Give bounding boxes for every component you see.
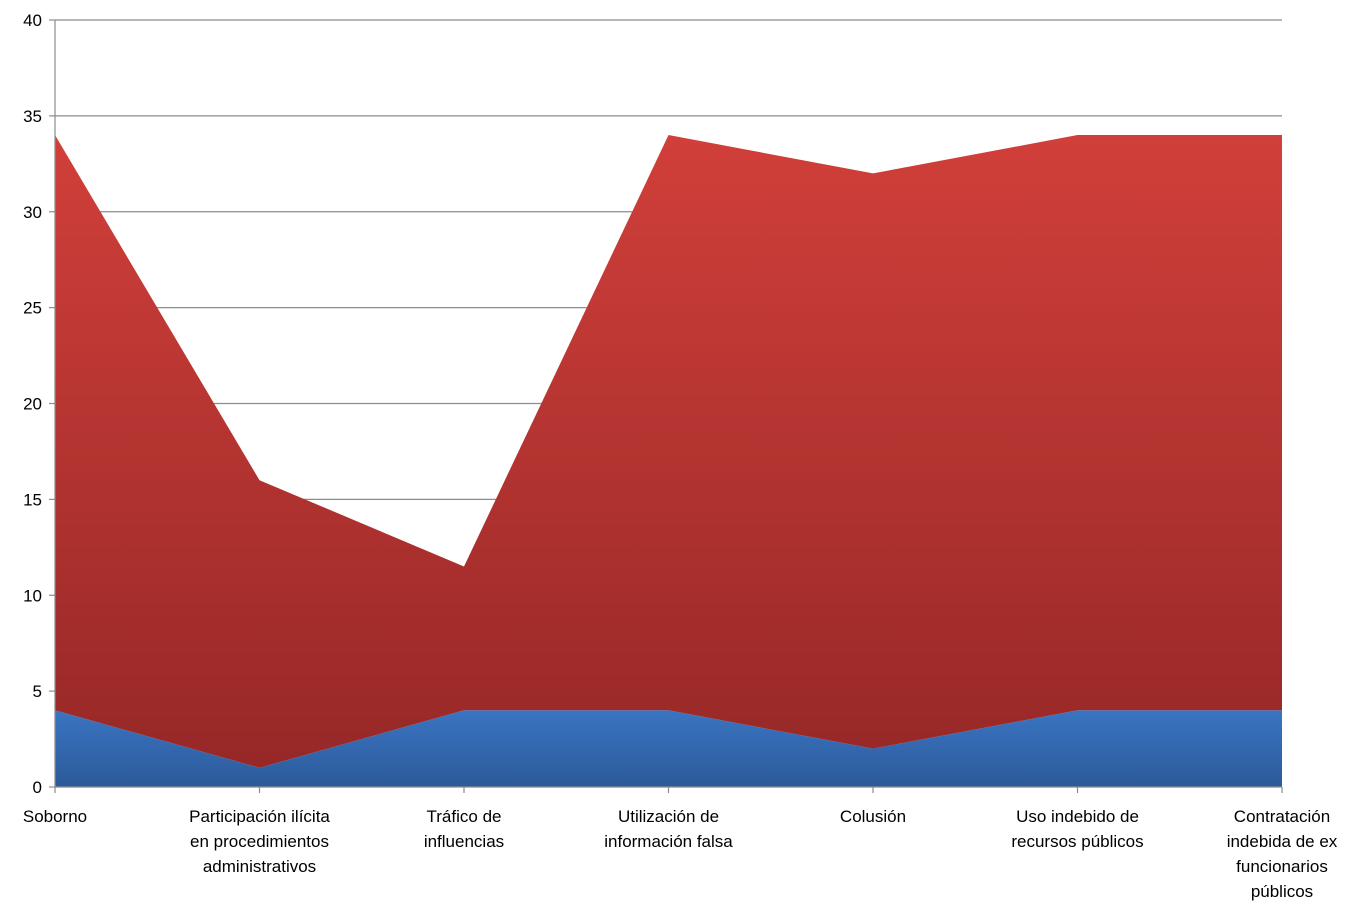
area-series <box>55 135 1282 787</box>
y-tick-label: 15 <box>23 490 42 509</box>
x-tick-label: Soborno <box>23 807 87 826</box>
x-tick-label: Participación ilícita en procedimientos ad… <box>189 807 330 876</box>
y-tick-label: 5 <box>33 682 42 701</box>
x-tick-label: Tráfico de influencias <box>424 807 504 851</box>
axes <box>49 19 1283 793</box>
x-tick-label: Colusión <box>840 807 906 826</box>
area-series-1 <box>55 710 1282 787</box>
x-tick-label: Utilización de información falsa <box>604 807 733 851</box>
y-tick-label: 30 <box>23 203 42 222</box>
y-tick-label: 10 <box>23 586 42 605</box>
x-tick-label: Contratación indebida de ex funcionarios pú… <box>1227 807 1338 901</box>
y-tick-label: 20 <box>23 395 42 414</box>
y-tick-label: 40 <box>23 11 42 30</box>
y-tick-label: 0 <box>33 778 42 797</box>
x-tick-labels: Soborno Participación ilícita en procedimi… <box>23 807 1338 901</box>
x-tick-label: Uso indebido de recursos públicos <box>1011 807 1143 851</box>
y-tick-label: 35 <box>23 107 42 126</box>
y-tick-label: 25 <box>23 299 42 318</box>
y-tick-labels: 0 5 10 15 20 25 30 35 40 <box>23 11 42 797</box>
area-series-2 <box>55 135 1282 768</box>
